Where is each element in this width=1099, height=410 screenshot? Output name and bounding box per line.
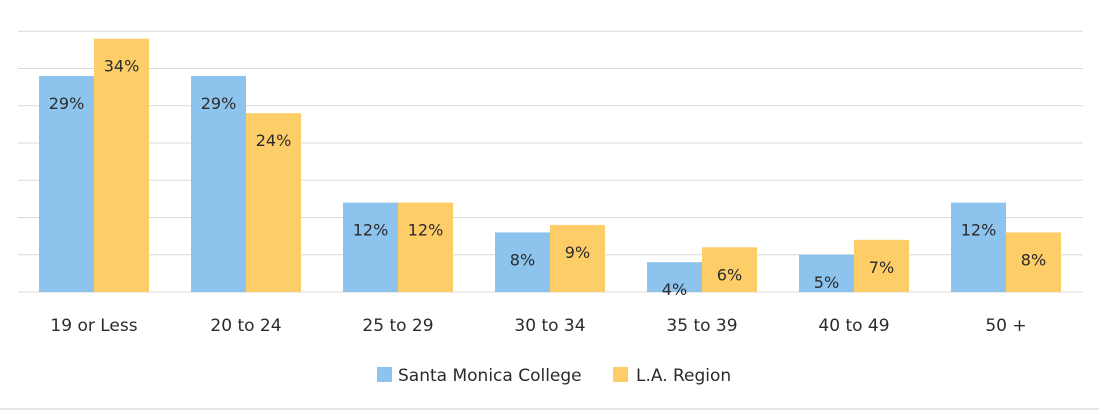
bar-santa-monica-college-20-to-24 [191, 75, 246, 292]
bar-l-a-region-35-to-39 [702, 247, 757, 292]
bar-l-a-region-30-to-34 [550, 224, 605, 292]
data-label-santa-monica-college-19-or-less: 29% [49, 94, 85, 113]
data-labels: 29% 34% 29% 24% 12% 12% 8% 9% 4% 6% 5% 7% 12% 8% [49, 57, 1046, 300]
x-tick-label-20-to-24: 20 to 24 [210, 316, 281, 336]
x-axis-ticks: 19 or Less 20 to 24 25 to 29 30 to 34 35 to … [50, 316, 1026, 336]
bar-santa-monica-college-30-to-34 [495, 232, 550, 292]
bar-santa-monica-college-40-to-49 [799, 254, 854, 292]
data-label-santa-monica-college-40-to-49: 5% [814, 273, 839, 292]
x-tick-label-35-to-39: 35 to 39 [666, 316, 737, 336]
legend-label-la-region: L.A. Region [636, 366, 731, 386]
data-label-l-a-region-40-to-49: 7% [869, 258, 894, 277]
bar-l-a-region-20-to-24 [246, 113, 301, 292]
data-label-santa-monica-college-50: 12% [961, 221, 997, 240]
data-label-l-a-region-35-to-39: 6% [717, 265, 742, 284]
data-label-santa-monica-college-35-to-39: 4% [662, 280, 687, 299]
bar-l-a-region-50 [1006, 232, 1061, 292]
data-label-l-a-region-50: 8% [1021, 250, 1046, 269]
x-tick-label-50: 50 + [985, 316, 1026, 336]
data-label-santa-monica-college-20-to-24: 29% [201, 94, 237, 113]
data-label-l-a-region-25-to-29: 12% [408, 221, 444, 240]
bar-santa-monica-college-25-to-29 [343, 202, 398, 292]
data-label-l-a-region-19-or-less: 34% [104, 57, 140, 76]
legend-swatch-santa-monica-college [377, 367, 392, 382]
bar-l-a-region-40-to-49 [854, 239, 909, 292]
bar-santa-monica-college-50 [951, 202, 1006, 292]
legend-label-santa-monica-college: Santa Monica College [398, 366, 582, 386]
bar-l-a-region-19-or-less [94, 38, 149, 293]
x-tick-label-40-to-49: 40 to 49 [818, 316, 889, 336]
bar-l-a-region-25-to-29 [398, 202, 453, 292]
bar-santa-monica-college-19-or-less [39, 75, 94, 292]
x-tick-label-30-to-34: 30 to 34 [514, 316, 585, 336]
bar-series [39, 38, 1061, 293]
legend: Santa Monica College L.A. Region [377, 366, 731, 386]
x-tick-label-19-or-less: 19 or Less [50, 316, 137, 336]
x-tick-label-25-to-29: 25 to 29 [362, 316, 433, 336]
data-label-santa-monica-college-30-to-34: 8% [510, 250, 535, 269]
legend-swatch-la-region [613, 367, 628, 382]
bar-santa-monica-college-35-to-39 [647, 262, 702, 292]
data-label-santa-monica-college-25-to-29: 12% [353, 221, 389, 240]
data-label-l-a-region-20-to-24: 24% [256, 131, 292, 150]
data-label-l-a-region-30-to-34: 9% [565, 243, 590, 262]
